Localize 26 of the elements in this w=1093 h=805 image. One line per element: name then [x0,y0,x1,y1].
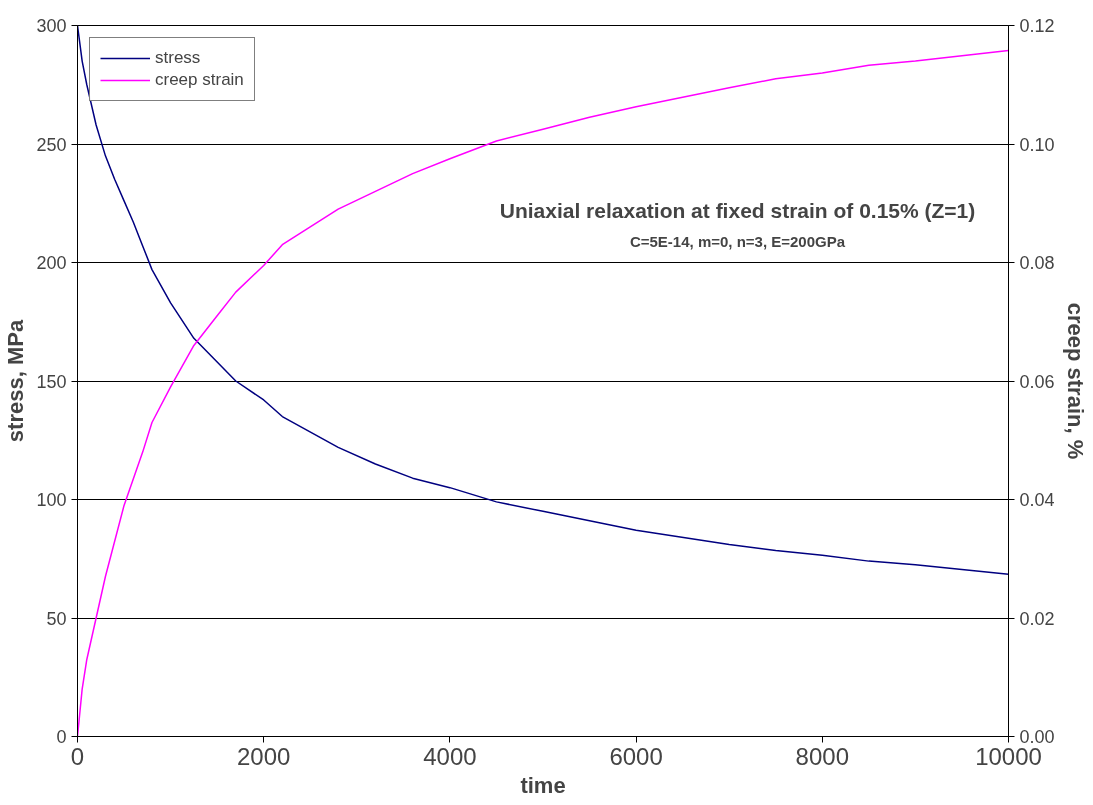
y-tick-label: 250 [36,134,67,155]
y-tick-label: 100 [36,490,67,510]
line-series [77,25,1009,575]
y2-tick-label: 0.04 [1019,490,1055,510]
x-tick-label: 8000 [795,742,849,770]
y2-tick-label: 0.10 [1019,134,1055,155]
x-tick-label: 2000 [237,742,291,770]
annotation: Uniaxial relaxation at fixed strain of 0.15% (Z=1) [499,198,976,222]
legend-label: stress [155,48,201,68]
x-tick-label: 4000 [423,742,477,770]
y-tick-label: 300 [36,16,67,36]
x-axis-title: time [520,772,566,798]
annotation: C=5E-14, m=0, n=3, E=200GPa [629,232,846,250]
y2-tick-label: 0.06 [1019,371,1055,392]
y-tick-label: 0 [56,727,67,747]
x-tick-label: 0 [70,742,85,770]
y2-tick-label: 0.08 [1019,253,1055,273]
y2-axis-title: creep strain, % [1062,302,1088,460]
y-tick-label: 150 [36,371,67,392]
y-tick-label: 50 [46,608,67,629]
legend-label: creep strain [155,70,244,90]
x-tick-label: 6000 [609,742,663,770]
y-axis-title: stress, MPa [3,319,29,443]
y-tick-label: 200 [36,253,67,273]
y2-tick-label: 0.02 [1019,608,1055,629]
y2-tick-label: 0.12 [1019,16,1055,36]
